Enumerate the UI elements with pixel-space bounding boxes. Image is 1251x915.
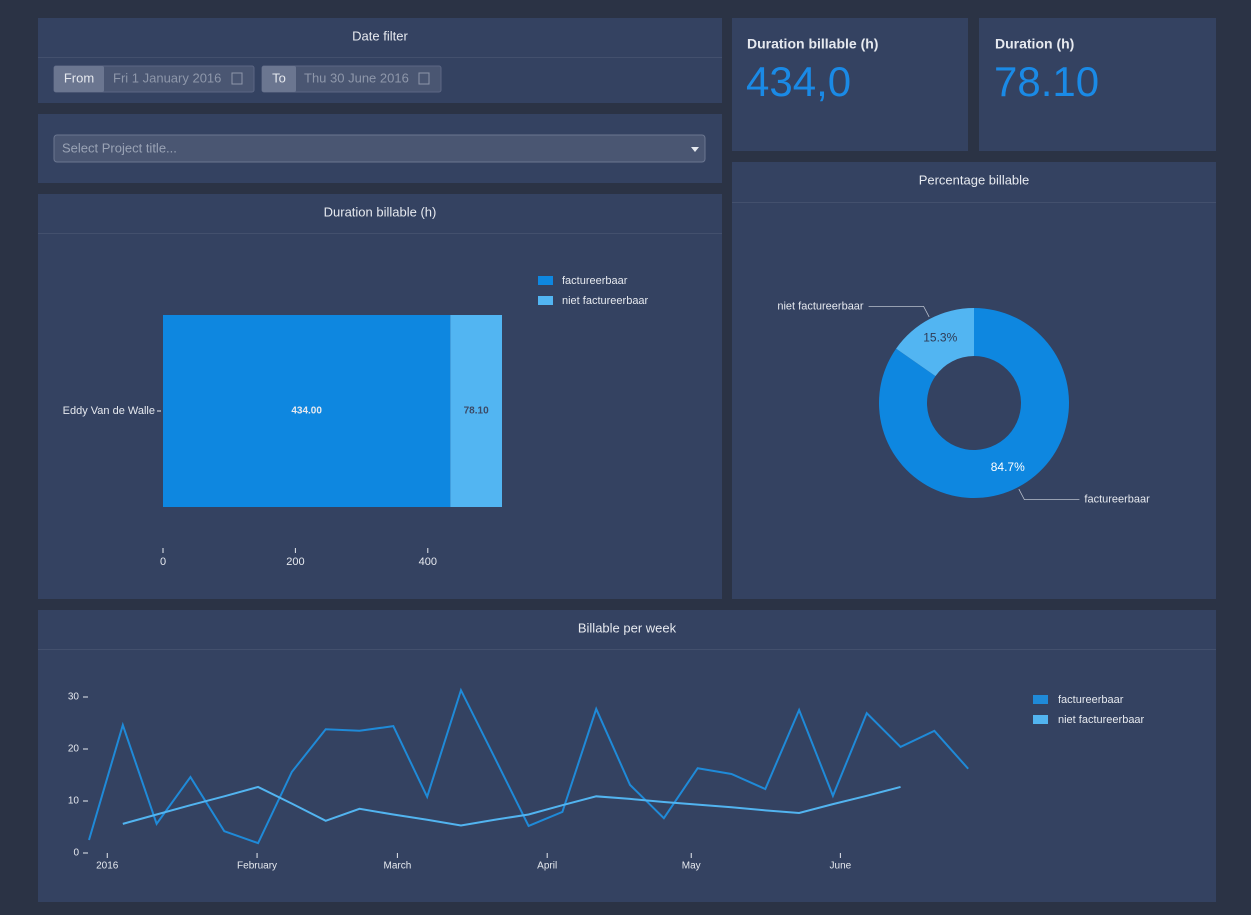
slice-category-label: niet factureerbaar (777, 300, 864, 312)
legend-swatch (538, 276, 553, 285)
kpi-value: 434,0 (746, 58, 851, 105)
panel-title: Billable per week (578, 620, 677, 635)
slice-value-label: 15.3% (923, 330, 957, 344)
x-tick-label: May (682, 861, 701, 872)
x-tick-label: April (537, 861, 557, 872)
legend-label: niet factureerbaar (562, 295, 649, 307)
kpi-panel (732, 18, 968, 151)
bar-segment (450, 315, 502, 507)
project-select[interactable]: Select Project title... (53, 134, 706, 163)
series-line (122, 785, 901, 827)
x-tick-label: February (237, 861, 277, 872)
x-tick-label: March (383, 861, 411, 872)
kpi-value: 78.10 (994, 58, 1099, 105)
x-tick-label: 200 (286, 556, 304, 568)
select-placeholder: Select Project title... (62, 140, 177, 155)
from-date-input[interactable]: From Fri 1 January 2016 (53, 65, 255, 93)
legend-swatch (1033, 695, 1048, 704)
to-value: Thu 30 June 2016 (304, 70, 409, 85)
y-tick-label: 10 (68, 796, 80, 807)
pie-chart-panel (732, 162, 1216, 599)
legend-label: factureerbaar (1058, 694, 1124, 706)
legend-swatch (538, 296, 553, 305)
to-date-input[interactable]: To Thu 30 June 2016 (261, 65, 442, 93)
legend-label: niet factureerbaar (1058, 714, 1145, 726)
leader-line (1018, 488, 1080, 501)
kpi-title: Duration billable (h) (747, 36, 878, 52)
x-tick-label: 400 (419, 556, 437, 568)
calendar-icon (231, 72, 243, 85)
leader-line (868, 305, 930, 318)
x-tick-label: 2016 (96, 861, 119, 872)
input-addon (262, 66, 296, 92)
kpi-panel (979, 18, 1216, 151)
from-value: Fri 1 January 2016 (113, 70, 221, 85)
legend-label: factureerbaar (562, 275, 628, 287)
bar-value-label: 78.10 (464, 406, 489, 417)
kpi-title: Duration (h) (995, 36, 1074, 52)
y-tick-label: 20 (68, 744, 80, 755)
panel-title: Percentage billable (919, 172, 1030, 187)
select-box (53, 134, 706, 163)
to-label: To (272, 70, 286, 85)
panel-title: Date filter (352, 28, 408, 43)
slice-value-label: 84.7% (991, 460, 1025, 474)
input-addon (54, 66, 104, 92)
x-tick-label: June (830, 861, 852, 872)
from-label: From (64, 70, 94, 85)
legend-swatch (1033, 715, 1048, 724)
bar-value-label: 434.00 (291, 406, 322, 417)
calendar-icon (418, 72, 430, 85)
dropdown-arrow (691, 147, 699, 152)
y-tick-label: 30 (68, 692, 80, 703)
pie-slice (879, 308, 1070, 499)
panel-title: Duration billable (h) (324, 204, 437, 219)
pie-slice (896, 308, 974, 377)
bar-segment (163, 315, 451, 507)
y-tick-label: Eddy Van de Walle (63, 405, 155, 417)
series-line (88, 687, 969, 845)
x-tick-label: 0 (160, 556, 166, 568)
y-tick-label: 0 (73, 848, 79, 859)
line-chart-panel (38, 610, 1216, 902)
slice-category-label: factureerbaar (1084, 494, 1150, 506)
